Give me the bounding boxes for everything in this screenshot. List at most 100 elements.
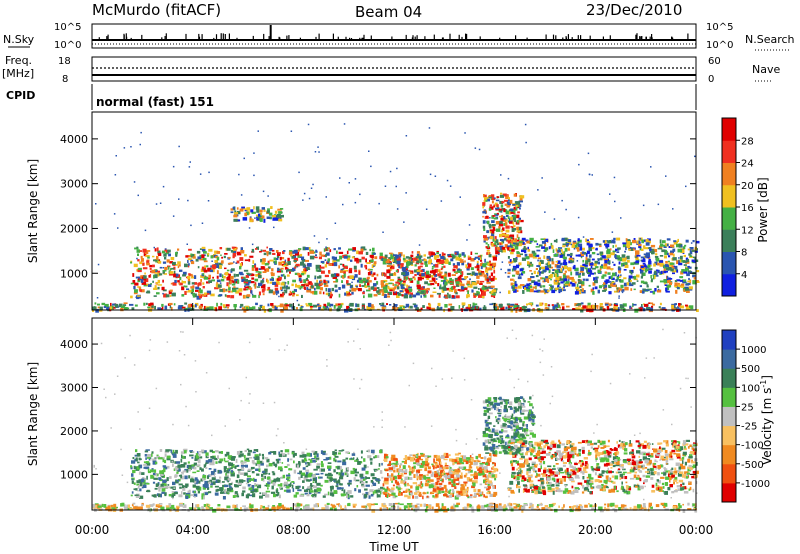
- power-echo-cell: [389, 170, 392, 173]
- power-echo-cell: [669, 252, 674, 256]
- power-echo-cell: [492, 256, 497, 261]
- velocity-echo-cell: [261, 477, 265, 481]
- velocity-echo-cell: [336, 472, 339, 475]
- velocity-echo-cell: [197, 490, 200, 494]
- velocity-echo-cell: [302, 454, 307, 458]
- velocity-echo-cell: [281, 476, 283, 479]
- velocity-echo-cell: [153, 474, 158, 477]
- velocity-echo-cell: [251, 460, 255, 464]
- power-echo-cell: [330, 274, 334, 277]
- power-echo-cell: [227, 306, 229, 309]
- power-echo-cell: [485, 199, 488, 202]
- power-echo-cell: [509, 249, 512, 252]
- power-echo-cell: [557, 284, 560, 288]
- power-echo-cell: [319, 287, 323, 291]
- velocity-echo-cell: [143, 464, 148, 466]
- power-echo-cell: [129, 303, 134, 306]
- power-echo-cell: [350, 259, 353, 262]
- power-echo-cell: [493, 303, 498, 307]
- power-echo-cell: [239, 208, 244, 212]
- power-echo-cell: [694, 155, 696, 158]
- velocity-echo-cell: [394, 476, 397, 479]
- power-echo-cell: [405, 290, 409, 294]
- velocity-echo-cell: [266, 458, 270, 463]
- velocity-echo-cell: [195, 455, 199, 459]
- power-echo-cell: [663, 280, 668, 284]
- power-echo-cell: [346, 280, 349, 284]
- power-echo-cell: [193, 275, 197, 279]
- power-echo-cell: [549, 264, 552, 268]
- velocity-echo-cell: [487, 470, 492, 473]
- power-echo-cell: [521, 271, 526, 274]
- power-echo-cell: [184, 291, 187, 295]
- power-echo-cell: [509, 247, 512, 251]
- velocity-echo-cell: [409, 458, 415, 462]
- power-echo-cell: [401, 294, 404, 297]
- velocity-echo-cell: [241, 492, 244, 497]
- power-echo-cell: [413, 304, 418, 308]
- power-echo-cell: [168, 253, 171, 257]
- power-echo-cell: [435, 255, 440, 258]
- velocity-echo-cell: [469, 464, 472, 469]
- power-echo-cell: [139, 250, 143, 252]
- velocity-echo-cell: [475, 459, 478, 464]
- power-echo-cell: [354, 201, 357, 204]
- power-echo-cell: [511, 215, 514, 217]
- velocity-echo-cell: [313, 451, 318, 455]
- power-echo-cell: [634, 255, 638, 258]
- power-echo-cell: [650, 244, 656, 248]
- power-echo-cell: [561, 287, 564, 291]
- power-echo-cell: [364, 279, 369, 283]
- power-echo-cell: [149, 274, 152, 278]
- power-echo-cell: [493, 269, 496, 274]
- power-echo-cell: [164, 305, 168, 310]
- velocity-echo-cell: [284, 449, 290, 453]
- velocity-echo-cell: [158, 477, 162, 481]
- velocity-echo-cell: [450, 468, 453, 471]
- power-echo-cell: [177, 306, 183, 310]
- power-echo-cell: [686, 290, 690, 293]
- power-echo-cell: [664, 243, 669, 247]
- velocity-echoes: [92, 328, 699, 513]
- power-echo-cell: [499, 233, 502, 238]
- velocity-echo-cell: [132, 457, 135, 460]
- power-echo-cell: [599, 251, 604, 255]
- power-echo-cell: [233, 212, 239, 215]
- power-echo-cell: [181, 294, 185, 297]
- power-echo-cell: [564, 282, 569, 285]
- power-echo-cell: [516, 254, 521, 258]
- velocity-echo-cell: [363, 464, 367, 469]
- power-echo-cell: [511, 226, 514, 229]
- power-echo-cell: [522, 248, 527, 250]
- velocity-echo-cell: [386, 494, 389, 498]
- power-echo-cell: [588, 173, 591, 176]
- velocity-echo-cell: [449, 489, 452, 491]
- power-echo-cell: [522, 290, 525, 294]
- power-echo-cell: [132, 280, 136, 284]
- power-echo-cell: [580, 302, 584, 305]
- power-echo-cell: [387, 291, 393, 295]
- power-echo-cell: [608, 285, 612, 289]
- power-echo-cell: [296, 294, 299, 297]
- velocity-echo-cell: [297, 472, 300, 475]
- power-echo-cell: [379, 256, 384, 260]
- power-echo-cell: [310, 291, 315, 294]
- power-echo-cell: [455, 256, 459, 261]
- power-echo-cell: [630, 262, 634, 266]
- velocity-echo-cell: [242, 486, 246, 490]
- power-echo-cell: [480, 260, 483, 262]
- power-echo-cell: [418, 274, 422, 277]
- power-echo-cell: [573, 247, 576, 250]
- power-echo-cell: [484, 289, 489, 292]
- power-echo-cell: [570, 281, 573, 285]
- power-echo-cell: [225, 271, 228, 276]
- velocity-echo-cell: [324, 493, 329, 496]
- power-echo-cell: [214, 264, 219, 268]
- power-echo-cell: [654, 261, 658, 266]
- power-echo-cell: [335, 278, 339, 283]
- power-echo-cell: [541, 177, 543, 179]
- velocity-echo-cell: [457, 460, 462, 465]
- velocity-echo-cell: [225, 488, 227, 492]
- power-echo-cell: [678, 262, 683, 266]
- power-echo-cell: [495, 255, 498, 257]
